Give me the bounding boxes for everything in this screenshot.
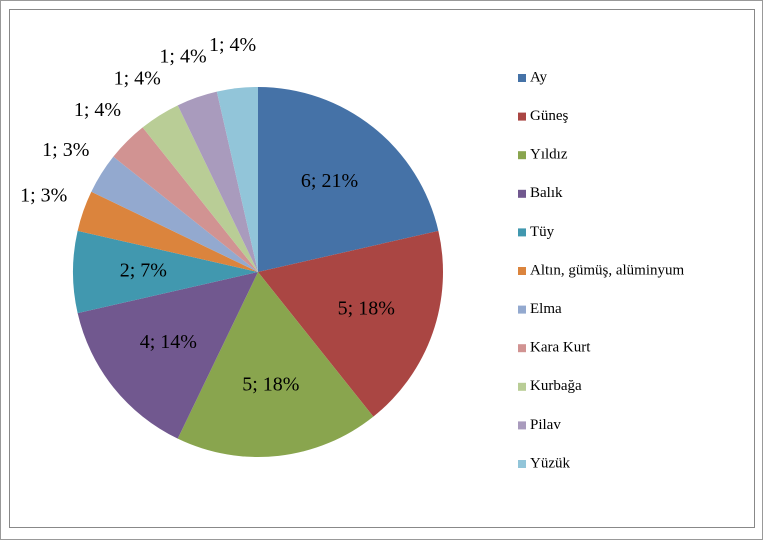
legend-label: Elma [530, 301, 562, 317]
legend-label: Yıldız [530, 147, 568, 163]
legend-swatch [518, 305, 526, 314]
pie-slice [177, 91, 258, 272]
data-label: 1; 4% [74, 99, 121, 121]
legend-swatch [518, 228, 526, 237]
legend-label: Yüzük [530, 455, 570, 471]
legend-swatch [518, 74, 526, 82]
data-label: 6; 21% [301, 170, 358, 192]
data-label: 1; 4% [159, 45, 206, 67]
pie-slice [258, 230, 443, 417]
data-label: 1; 4% [209, 34, 256, 56]
legend-label: Güneş [530, 108, 568, 124]
legend-label: Pilav [530, 417, 561, 433]
data-label: 2; 7% [120, 260, 167, 282]
legend-label: Ay [530, 69, 547, 85]
legend-swatch [518, 189, 526, 198]
legend-swatch [518, 421, 526, 430]
data-label: 1; 3% [42, 139, 89, 161]
legend-swatch [518, 460, 526, 468]
legend-swatch [518, 267, 526, 275]
data-label: 5; 18% [242, 374, 299, 396]
legend-label: Tüy [530, 224, 555, 240]
data-label: 5; 18% [338, 297, 395, 319]
legend-swatch [518, 112, 526, 121]
legend-swatch [518, 151, 526, 160]
pie-slice [142, 105, 258, 272]
pie-slice [258, 87, 439, 272]
legend-swatch [518, 344, 526, 353]
legend-swatch [518, 382, 526, 391]
legend-label: Balık [530, 185, 563, 201]
pie-slice [91, 156, 258, 272]
pie-slice [77, 272, 258, 439]
legend-label: Kara Kurt [530, 340, 591, 356]
data-label: 4; 14% [140, 331, 197, 353]
data-label: 1; 3% [20, 185, 67, 207]
legend-label: Altın, gümüş, alüminyum [530, 262, 685, 278]
pie-slice [113, 127, 258, 272]
pie-slice [73, 230, 258, 314]
pie-slice [177, 272, 374, 457]
legend-label: Kurbağa [530, 378, 582, 394]
data-label: 1; 4% [114, 67, 161, 89]
pie-slice [77, 191, 258, 272]
pie-slice [216, 87, 258, 272]
